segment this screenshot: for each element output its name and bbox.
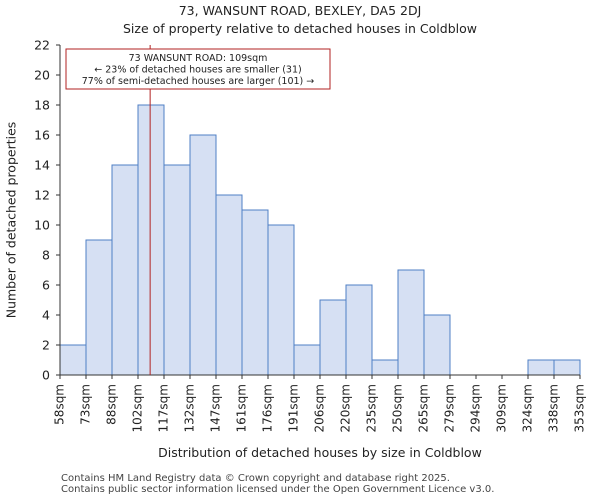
- x-tick-label: 147sqm: [209, 384, 223, 432]
- bar-88sqm: [111, 164, 139, 376]
- y-tick-label: 4: [42, 308, 50, 323]
- x-tick-label: 235sqm: [365, 384, 379, 432]
- chart-title: 73, WANSUNT ROAD, BEXLEY, DA5 2DJ: [178, 3, 422, 18]
- bar-161sqm: [241, 209, 269, 376]
- y-tick-label: 10: [34, 218, 50, 233]
- y-tick-label: 12: [34, 188, 50, 203]
- bar-206sqm: [319, 299, 347, 376]
- bar-132sqm: [189, 134, 217, 376]
- annotation-box: 73 WANSUNT ROAD: 109sqm← 23% of detached…: [65, 48, 331, 90]
- annotation-line-1: 73 WANSUNT ROAD: 109sqm: [129, 53, 268, 64]
- y-tick-label: 20: [34, 68, 50, 83]
- x-tick-label: 176sqm: [261, 384, 275, 432]
- annotation-frame: [65, 48, 331, 90]
- y-tick-label: 18: [34, 98, 50, 113]
- x-axis-label: Distribution of detached houses by size …: [158, 445, 482, 460]
- footer-copyright: Contains HM Land Registry data © Crown c…: [61, 473, 450, 484]
- y-tick-label: 8: [42, 248, 50, 263]
- x-tick-label: 117sqm: [157, 384, 171, 432]
- x-tick-label: 73sqm: [79, 384, 93, 425]
- y-tick-label: 14: [34, 158, 50, 173]
- y-axis-label: Number of detached properties: [4, 122, 19, 319]
- x-tick-label: 294sqm: [469, 384, 483, 432]
- x-tick-label: 58sqm: [53, 384, 67, 425]
- y-tick-label: 22: [34, 38, 50, 53]
- x-tick-label: 250sqm: [391, 384, 405, 432]
- y-tick-label: 2: [42, 338, 50, 353]
- bar-265sqm: [423, 314, 451, 376]
- x-tick-label: 324sqm: [521, 384, 535, 432]
- x-tick-label: 206sqm: [313, 384, 327, 432]
- annotation-line-2: ← 23% of detached houses are smaller (31…: [94, 65, 301, 76]
- bars-group: [59, 104, 581, 376]
- x-tick-label: 161sqm: [235, 384, 249, 432]
- x-tick-label: 191sqm: [287, 384, 301, 432]
- bar-117sqm: [163, 164, 191, 376]
- bar-338sqm: [553, 359, 581, 376]
- x-tick-label: 220sqm: [339, 384, 353, 432]
- bar-324sqm: [527, 359, 555, 376]
- bar-58sqm: [59, 344, 87, 376]
- annotation-line-3: 77% of semi-detached houses are larger (…: [82, 76, 315, 87]
- bar-147sqm: [215, 194, 243, 376]
- y-tick-label: 16: [34, 128, 50, 143]
- footer-licence: Contains public sector information licen…: [61, 484, 495, 495]
- bar-176sqm: [267, 224, 295, 376]
- chart-subtitle: Size of property relative to detached ho…: [123, 21, 477, 36]
- y-tick-label: 6: [42, 278, 50, 293]
- x-tick-label: 265sqm: [417, 384, 431, 432]
- ticks-group: 0 2 4 6 8 10 12 14 16 18 20 22 58sqm 73sqm 88sqm 102sqm…: [34, 38, 586, 433]
- bar-73sqm: [85, 239, 113, 376]
- y-tick-label: 0: [42, 368, 50, 383]
- bar-102sqm: [137, 104, 165, 376]
- bar-220sqm: [345, 284, 373, 376]
- x-tick-label: 309sqm: [495, 384, 509, 432]
- x-tick-label: 88sqm: [105, 384, 119, 425]
- x-tick-label: 338sqm: [547, 384, 561, 432]
- x-tick-label: 279sqm: [443, 384, 457, 432]
- bar-250sqm: [397, 269, 425, 376]
- x-tick-label: 132sqm: [183, 384, 197, 432]
- x-tick-label: 353sqm: [573, 384, 587, 432]
- bar-191sqm: [293, 344, 321, 376]
- bar-235sqm: [371, 359, 399, 376]
- x-tick-label: 102sqm: [131, 384, 145, 432]
